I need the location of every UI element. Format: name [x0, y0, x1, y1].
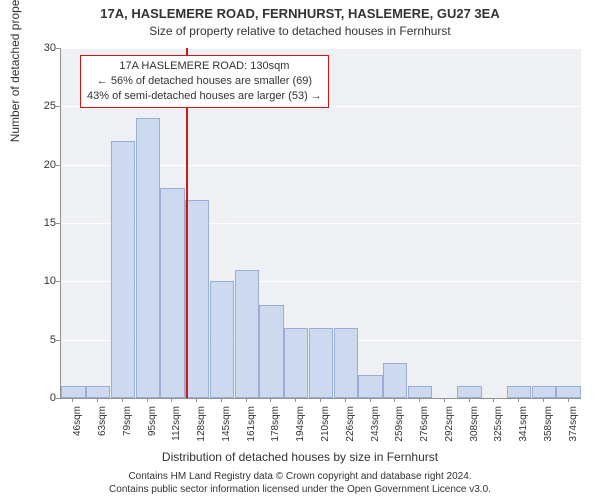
xtick-mark — [270, 398, 271, 402]
xtick-mark — [568, 398, 569, 402]
histogram-bar — [408, 386, 432, 398]
xtick-mark — [444, 398, 445, 402]
xtick-label: 325sqm — [493, 406, 504, 446]
xtick-mark — [493, 398, 494, 402]
xtick-mark — [295, 398, 296, 402]
ytick-mark — [56, 281, 60, 282]
xtick-label: 95sqm — [147, 406, 158, 446]
histogram-bar — [185, 200, 209, 398]
footer-line2: Contains public sector information licen… — [0, 483, 600, 496]
callout-line1: 17A HASLEMERE ROAD: 130sqm — [87, 59, 322, 74]
xtick-mark — [147, 398, 148, 402]
xtick-label: 259sqm — [394, 406, 405, 446]
xtick-label: 243sqm — [370, 406, 381, 446]
chart-title-main: 17A, HASLEMERE ROAD, FERNHURST, HASLEMER… — [0, 6, 600, 21]
xtick-mark — [543, 398, 544, 402]
chart-container: 17A, HASLEMERE ROAD, FERNHURST, HASLEMER… — [0, 0, 600, 500]
xtick-label: 178sqm — [270, 406, 281, 446]
histogram-bar — [86, 386, 110, 398]
histogram-bar — [210, 281, 234, 398]
xtick-label: 145sqm — [221, 406, 232, 446]
xtick-label: 79sqm — [122, 406, 133, 446]
xtick-mark — [419, 398, 420, 402]
histogram-bar — [457, 386, 481, 398]
ytick-mark — [56, 106, 60, 107]
ytick-label: 10 — [26, 275, 56, 287]
callout-line2: ← 56% of detached houses are smaller (69… — [87, 74, 322, 89]
y-axis-title: Number of detached properties — [8, 0, 22, 142]
histogram-bar — [160, 188, 184, 398]
footer-line1: Contains HM Land Registry data © Crown c… — [0, 470, 600, 483]
xtick-mark — [320, 398, 321, 402]
xtick-label: 161sqm — [246, 406, 257, 446]
callout-box: 17A HASLEMERE ROAD: 130sqm← 56% of detac… — [80, 55, 329, 108]
histogram-bar — [235, 270, 259, 398]
xtick-mark — [370, 398, 371, 402]
xtick-mark — [221, 398, 222, 402]
xtick-mark — [246, 398, 247, 402]
histogram-bar — [334, 328, 358, 398]
xtick-label: 112sqm — [171, 406, 182, 446]
xtick-mark — [518, 398, 519, 402]
histogram-bar — [111, 141, 135, 398]
ytick-mark — [56, 48, 60, 49]
ytick-mark — [56, 340, 60, 341]
xtick-mark — [469, 398, 470, 402]
ytick-label: 30 — [26, 42, 56, 54]
xtick-mark — [97, 398, 98, 402]
xtick-mark — [72, 398, 73, 402]
ytick-mark — [56, 398, 60, 399]
histogram-bar — [358, 375, 382, 398]
xtick-mark — [171, 398, 172, 402]
histogram-bar — [309, 328, 333, 398]
xtick-mark — [122, 398, 123, 402]
xtick-label: 292sqm — [444, 406, 455, 446]
xtick-mark — [394, 398, 395, 402]
xtick-label: 210sqm — [320, 406, 331, 446]
ytick-mark — [56, 165, 60, 166]
ytick-label: 5 — [26, 334, 56, 346]
xtick-label: 128sqm — [196, 406, 207, 446]
xtick-label: 374sqm — [568, 406, 579, 446]
xtick-label: 63sqm — [97, 406, 108, 446]
histogram-bar — [136, 118, 160, 398]
histogram-bar — [556, 386, 580, 398]
xtick-label: 358sqm — [543, 406, 554, 446]
xtick-mark — [345, 398, 346, 402]
histogram-bar — [259, 305, 283, 398]
histogram-bar — [284, 328, 308, 398]
ytick-label: 15 — [26, 217, 56, 229]
ytick-label: 25 — [26, 100, 56, 112]
gridline — [61, 48, 581, 49]
histogram-bar — [383, 363, 407, 398]
chart-title-sub: Size of property relative to detached ho… — [0, 24, 600, 38]
xtick-label: 308sqm — [469, 406, 480, 446]
callout-line3: 43% of semi-detached houses are larger (… — [87, 89, 322, 104]
ytick-label: 20 — [26, 159, 56, 171]
histogram-bar — [61, 386, 85, 398]
ytick-mark — [56, 223, 60, 224]
footer-text: Contains HM Land Registry data © Crown c… — [0, 470, 600, 496]
xtick-mark — [196, 398, 197, 402]
histogram-bar — [532, 386, 556, 398]
xtick-label: 276sqm — [419, 406, 430, 446]
xtick-label: 46sqm — [72, 406, 83, 446]
xtick-label: 194sqm — [295, 406, 306, 446]
x-axis-title: Distribution of detached houses by size … — [0, 450, 600, 464]
histogram-bar — [507, 386, 531, 398]
xtick-label: 226sqm — [345, 406, 356, 446]
xtick-label: 341sqm — [518, 406, 529, 446]
ytick-label: 0 — [26, 392, 56, 404]
